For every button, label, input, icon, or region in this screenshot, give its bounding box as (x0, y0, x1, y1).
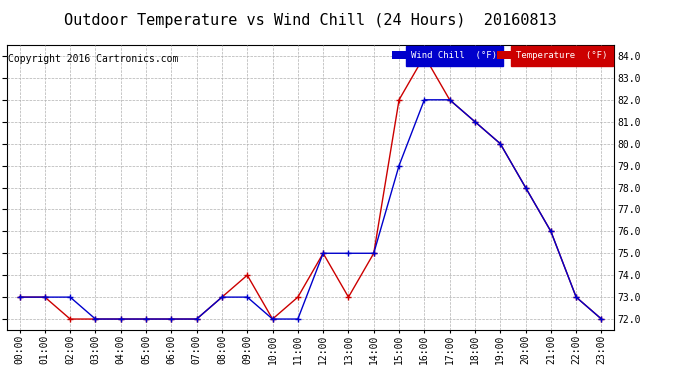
Text: Outdoor Temperature vs Wind Chill (24 Hours)  20160813: Outdoor Temperature vs Wind Chill (24 Ho… (64, 13, 557, 28)
Text: Copyright 2016 Cartronics.com: Copyright 2016 Cartronics.com (8, 54, 178, 63)
Legend: Wind Chill  (°F), Temperature  (°F): Wind Chill (°F), Temperature (°F) (391, 50, 609, 62)
